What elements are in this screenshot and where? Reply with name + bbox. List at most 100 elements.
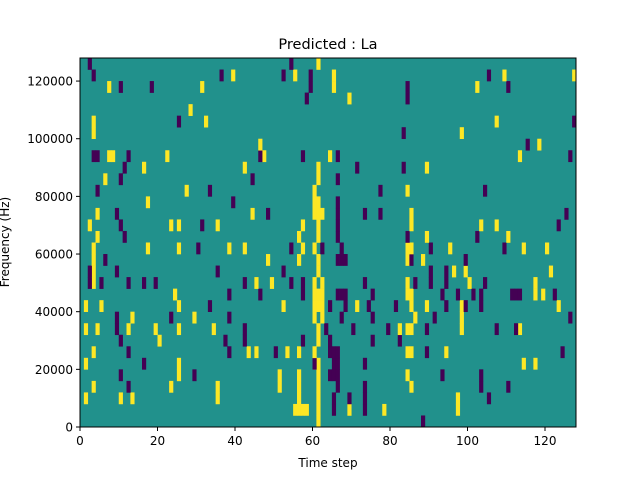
- heatmap-cell-low: [455, 288, 461, 301]
- heatmap-cell-low: [370, 311, 375, 324]
- x-tick-label: 40: [227, 434, 242, 448]
- heatmap-cell-high: [157, 334, 162, 347]
- heatmap-cell-high: [316, 369, 321, 382]
- heatmap-cell-low: [328, 334, 333, 347]
- heatmap-cell-low: [393, 300, 399, 312]
- heatmap-cell-low: [95, 184, 100, 197]
- heatmap-cell-high: [95, 207, 100, 220]
- heatmap-cell-low: [335, 207, 340, 220]
- heatmap-cell-high: [316, 380, 321, 393]
- heatmap-cell-high: [118, 392, 123, 405]
- heatmap-cell-high: [320, 311, 325, 324]
- heatmap-cell-high: [316, 161, 321, 174]
- heatmap-cell-high: [405, 277, 410, 289]
- heatmap-cell-high: [107, 81, 112, 93]
- heatmap-cell-low: [560, 346, 565, 359]
- y-tick-label: 60000: [35, 248, 73, 262]
- heatmap-cell-high: [304, 403, 309, 416]
- heatmap-cell-high: [355, 300, 360, 312]
- heatmap-cell-high: [421, 254, 426, 266]
- heatmap-cell-low: [300, 334, 306, 347]
- heatmap-cell-high: [331, 69, 337, 82]
- heatmap-cell-high: [312, 346, 317, 359]
- heatmap-cell-low: [219, 69, 224, 82]
- heatmap-cell-low: [362, 380, 368, 393]
- y-tick-label: 0: [65, 421, 73, 435]
- heatmap-cell-high: [215, 380, 220, 393]
- heatmap-cell-high: [254, 277, 259, 289]
- heatmap-cell-high: [556, 300, 561, 312]
- x-tick-label: 20: [150, 434, 165, 448]
- heatmap-cell-high: [142, 161, 147, 174]
- heatmap-cell-high: [262, 150, 267, 163]
- heatmap-cell-low: [432, 311, 437, 324]
- heatmap-cell-low: [266, 207, 271, 220]
- heatmap-cell-low: [355, 161, 360, 174]
- heatmap-cell-high: [169, 380, 174, 393]
- heatmap-cell-low: [87, 58, 92, 70]
- heatmap-cell-high: [165, 150, 170, 163]
- heatmap-cell-high: [459, 127, 464, 140]
- heatmap-cell-high: [87, 219, 92, 232]
- heatmap-cell-low: [525, 138, 530, 151]
- heatmap-cell-low: [424, 323, 430, 336]
- heatmap-cell-low: [281, 69, 286, 82]
- x-tick-label: 60: [305, 434, 320, 448]
- heatmap-cell-low: [118, 369, 123, 382]
- heatmap-cell-high: [409, 380, 414, 393]
- heatmap-cell-low: [87, 277, 92, 289]
- y-tick-label: 100000: [27, 132, 73, 146]
- heatmap-cell-high: [297, 254, 302, 266]
- x-axis-label: Time step: [297, 456, 357, 470]
- heatmap-cell-low: [142, 277, 147, 289]
- y-tick-label: 40000: [35, 305, 73, 319]
- heatmap-cell-low: [331, 392, 337, 405]
- heatmap-cell-high: [316, 357, 321, 370]
- heatmap-cell-high: [300, 403, 306, 416]
- heatmap-cell-low: [227, 288, 232, 301]
- y-tick-label: 20000: [35, 363, 73, 377]
- heatmap-cell-high: [145, 196, 151, 209]
- heatmap-cell-low: [564, 207, 569, 220]
- heatmap-cell-high: [475, 81, 480, 93]
- heatmap-cell-high: [316, 334, 321, 347]
- heatmap-cell-low: [475, 230, 480, 243]
- heatmap-cell-high: [277, 369, 282, 382]
- heatmap-cell-high: [517, 150, 523, 163]
- heatmap-cell-high: [452, 265, 457, 278]
- heatmap-cell-high: [91, 127, 96, 140]
- heatmap-cell-high: [479, 219, 484, 232]
- heatmap-cell-low: [463, 254, 468, 266]
- y-axis-label: Frequency (Hz): [0, 197, 12, 288]
- axes-frame: [79, 57, 577, 428]
- heatmap-cell-high: [459, 323, 464, 336]
- heatmap-cell-low: [510, 288, 515, 301]
- heatmap-cell-low: [169, 311, 174, 324]
- heatmap-cell-low: [258, 288, 263, 301]
- heatmap-cell-low: [231, 196, 236, 209]
- heatmap-cell-high: [297, 346, 302, 359]
- heatmap-cell-low: [428, 265, 433, 278]
- heatmap-cell-low: [126, 346, 131, 359]
- heatmap-cell-low: [339, 242, 344, 255]
- heatmap-cell-high: [533, 277, 538, 289]
- heatmap-cell-high: [204, 115, 209, 128]
- heatmap-cell-low: [207, 300, 213, 312]
- heatmap-cell-low: [409, 254, 414, 266]
- heatmap-cell-high: [312, 184, 317, 197]
- heatmap-cell-low: [331, 369, 337, 382]
- x-tick-label: 0: [76, 434, 84, 448]
- heatmap-cell-low: [502, 242, 507, 255]
- heatmap-cell-low: [242, 277, 247, 289]
- heatmap-cell-low: [351, 323, 356, 336]
- heatmap-cell-high: [382, 403, 387, 416]
- heatmap-cell-low: [200, 219, 205, 232]
- heatmap-cell-high: [188, 104, 193, 116]
- heatmap-cell-low: [118, 173, 123, 186]
- heatmap-background: [80, 58, 576, 427]
- heatmap-cell-high: [316, 254, 321, 266]
- heatmap-cell-low: [328, 369, 333, 382]
- heatmap-cell-low: [126, 150, 131, 163]
- heatmap-cell-high: [312, 196, 317, 209]
